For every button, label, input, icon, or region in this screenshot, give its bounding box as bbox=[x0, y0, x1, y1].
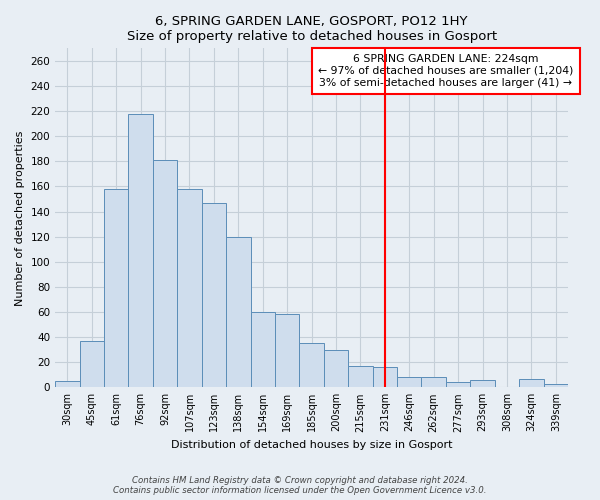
Bar bbox=[470, 380, 495, 388]
Bar bbox=[128, 114, 153, 388]
Bar bbox=[226, 236, 251, 388]
Bar bbox=[275, 314, 299, 388]
Y-axis label: Number of detached properties: Number of detached properties bbox=[15, 130, 25, 306]
Bar bbox=[153, 160, 177, 388]
Bar bbox=[177, 189, 202, 388]
Bar bbox=[446, 382, 470, 388]
Text: Contains HM Land Registry data © Crown copyright and database right 2024.
Contai: Contains HM Land Registry data © Crown c… bbox=[113, 476, 487, 495]
Title: 6, SPRING GARDEN LANE, GOSPORT, PO12 1HY
Size of property relative to detached h: 6, SPRING GARDEN LANE, GOSPORT, PO12 1HY… bbox=[127, 15, 497, 43]
Bar bbox=[324, 350, 348, 388]
Bar bbox=[251, 312, 275, 388]
Bar bbox=[397, 378, 421, 388]
Bar bbox=[421, 378, 446, 388]
Bar bbox=[519, 378, 544, 388]
Bar bbox=[299, 344, 324, 388]
Bar bbox=[104, 189, 128, 388]
Bar bbox=[348, 366, 373, 388]
Bar bbox=[80, 341, 104, 388]
Bar bbox=[544, 384, 568, 388]
Text: 6 SPRING GARDEN LANE: 224sqm
← 97% of detached houses are smaller (1,204)
3% of : 6 SPRING GARDEN LANE: 224sqm ← 97% of de… bbox=[318, 54, 574, 88]
Bar bbox=[202, 203, 226, 388]
Bar bbox=[373, 367, 397, 388]
Bar bbox=[55, 381, 80, 388]
X-axis label: Distribution of detached houses by size in Gosport: Distribution of detached houses by size … bbox=[171, 440, 452, 450]
